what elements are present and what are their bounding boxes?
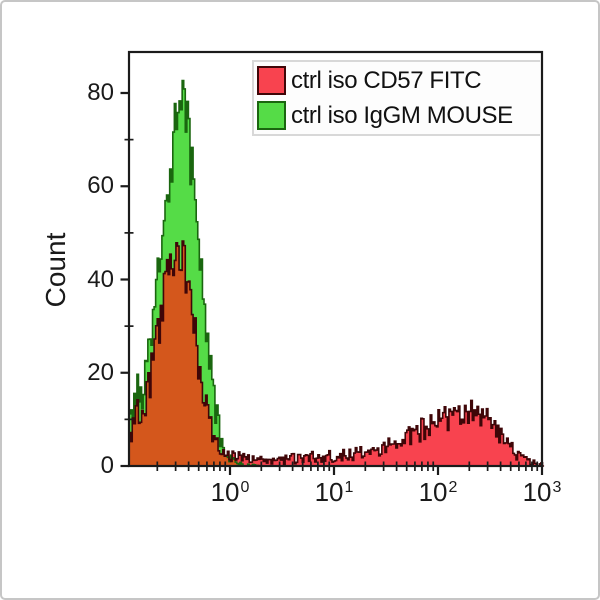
x-tick-base: 10 xyxy=(522,477,552,507)
x-tick-base: 10 xyxy=(210,477,240,507)
legend-item-cd57: ctrl iso CD57 FITC xyxy=(254,63,540,98)
y-tick-label-40: 40 xyxy=(87,265,114,293)
legend-item-iggm: ctrl iso IgGM MOUSE xyxy=(254,98,540,133)
y-tick-label-60: 60 xyxy=(87,172,114,200)
x-tick-exponent: 3 xyxy=(552,479,562,496)
x-tick-label-10e1: 101 xyxy=(302,477,366,507)
x-tick-label-10e2: 102 xyxy=(406,477,470,507)
legend-swatch-green xyxy=(257,101,286,130)
x-tick-label-10e3: 103 xyxy=(510,477,574,507)
legend-label-iggm: ctrl iso IgGM MOUSE xyxy=(291,101,513,129)
plot-frame xyxy=(127,50,544,468)
y-tick-label-0: 0 xyxy=(100,452,114,479)
y-tick-label-20: 20 xyxy=(87,358,114,386)
x-tick-exponent: 0 xyxy=(240,479,250,496)
x-tick-label-10e0: 100 xyxy=(198,477,262,507)
legend-swatch-red xyxy=(257,66,286,95)
series-cd57-outline xyxy=(128,240,545,467)
legend-label-cd57: ctrl iso CD57 FITC xyxy=(291,66,482,94)
y-tick-label-80: 80 xyxy=(87,79,114,106)
x-tick-exponent: 2 xyxy=(448,479,458,496)
x-tick-exponent: 1 xyxy=(344,479,354,496)
x-tick-base: 10 xyxy=(418,477,448,507)
legend: ctrl iso CD57 FITC ctrl iso IgGM MOUSE xyxy=(252,60,540,136)
series-overlap-fill xyxy=(129,241,264,466)
x-tick-base: 10 xyxy=(314,477,344,507)
